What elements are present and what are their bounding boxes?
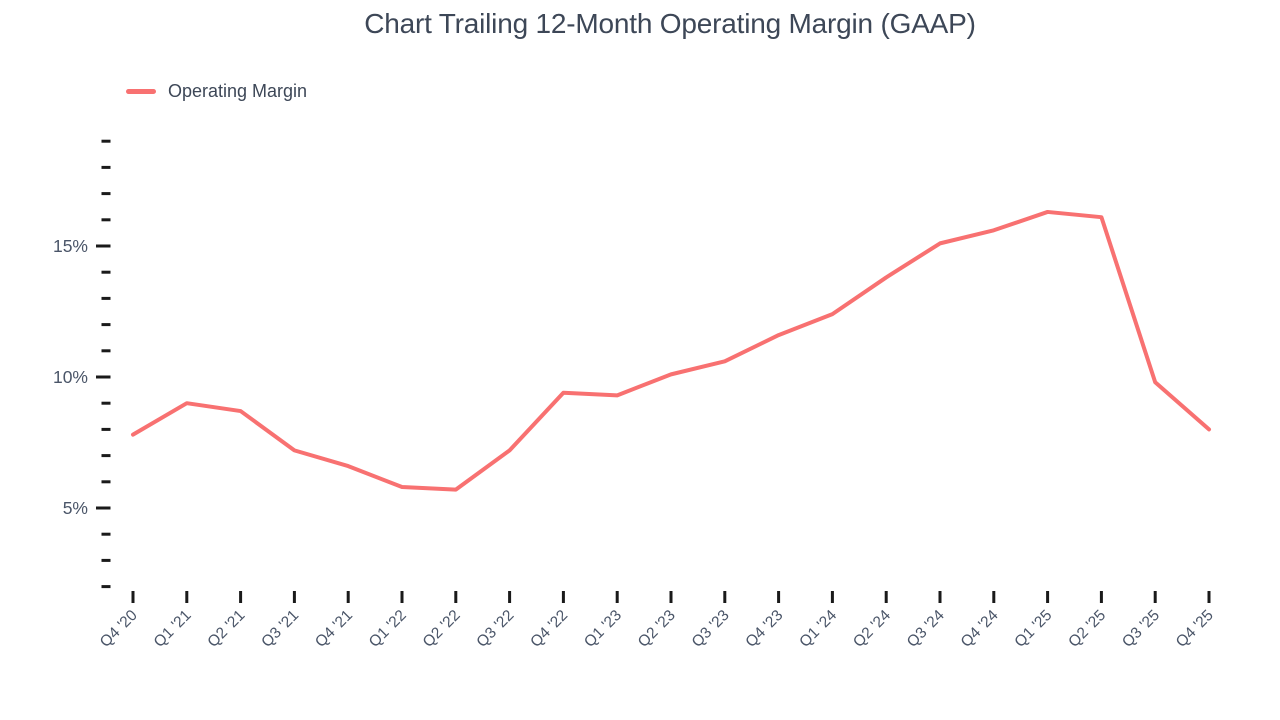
- x-tick-label: Q3 '22: [473, 607, 517, 651]
- x-axis: Q4 '20 Q1 '21 Q2 '21 Q3 '21 Q4 '21 Q1 '22 Q2 '…: [97, 591, 1217, 651]
- y-axis: 5% 10% 15%: [53, 139, 111, 589]
- x-tick-label: Q3 '25: [1119, 607, 1163, 651]
- x-tick-label: Q4 '24: [958, 607, 1002, 651]
- x-tick-label: Q4 '25: [1173, 607, 1217, 651]
- legend: Operating Margin: [126, 81, 307, 102]
- series-line-operating-margin: [131, 209, 1211, 492]
- x-tick-label: Q1 '24: [796, 607, 840, 651]
- x-tick-label: Q4 '22: [527, 607, 571, 651]
- y-tick-label: 5%: [63, 498, 88, 518]
- legend-line-swatch: [126, 89, 156, 94]
- x-tick-label: Q1 '25: [1011, 607, 1055, 651]
- legend-item-operating-margin[interactable]: Operating Margin: [126, 81, 307, 102]
- x-tick-label: Q1 '22: [366, 607, 410, 651]
- x-tick-label: Q2 '21: [204, 607, 248, 651]
- x-tick-label: Q2 '22: [420, 607, 464, 651]
- x-tick-label: Q3 '23: [689, 607, 733, 651]
- x-tick-label: Q3 '21: [258, 607, 302, 651]
- x-tick-label: Q1 '23: [581, 607, 625, 651]
- x-tick-label: Q4 '23: [742, 607, 786, 651]
- y-tick-label: 15%: [53, 236, 88, 256]
- x-tick-label: Q2 '25: [1065, 607, 1109, 651]
- legend-label: Operating Margin: [168, 81, 308, 101]
- x-tick-label: Q4 '20: [97, 607, 141, 651]
- x-tick-label: Q2 '23: [635, 607, 679, 651]
- x-tick-label: Q2 '24: [850, 607, 894, 651]
- x-tick-label: Q4 '21: [312, 607, 356, 651]
- x-tick-label: Q1 '21: [151, 607, 195, 651]
- chart-title: Chart Trailing 12-Month Operating Margin…: [364, 8, 976, 39]
- y-tick-label: 10%: [53, 367, 88, 387]
- x-tick-label: Q3 '24: [904, 607, 948, 651]
